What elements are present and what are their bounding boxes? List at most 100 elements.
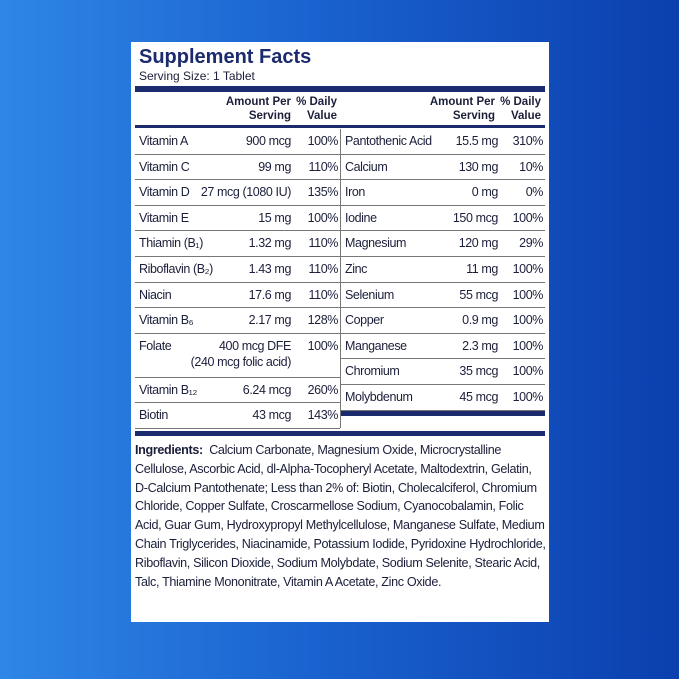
ingredients: Ingredients: Calcium Carbonate, Magnesiu…	[135, 441, 547, 591]
daily-value: 110%	[308, 236, 339, 251]
daily-value: 100%	[307, 338, 339, 353]
nutrient-row: Iodine 150 mcg 100%	[341, 206, 545, 232]
right-column: Pantothenic Acid 15.5 mg 310% Calcium 130 mg…	[341, 129, 545, 411]
title: Supplement Facts	[139, 46, 312, 68]
nutrient-name: Biotin	[139, 408, 168, 423]
nutrient-amount: 0 mg	[471, 185, 499, 200]
daily-value: 100%	[307, 134, 339, 148]
daily-value: 110%	[308, 159, 339, 174]
supplement-facts-panel: Supplement Facts Serving Size: 1 Tablet …	[131, 42, 549, 622]
dv-header: % Daily Value	[500, 96, 541, 122]
nutrient-row: Chromium 35 mcg 100%	[341, 359, 545, 385]
nutrient-name: Vitamin B₁₂	[139, 382, 197, 397]
nutrient-name: Molybdenum	[345, 389, 413, 404]
nutrient-name: Zinc	[345, 261, 368, 276]
daily-value: 0%	[525, 185, 544, 200]
rule	[135, 125, 545, 128]
nutrient-amount: 1.32 mg	[248, 236, 292, 251]
thick-rule	[135, 431, 545, 436]
serving-size: Serving Size: 1 Tablet	[139, 69, 255, 83]
daily-value: 100%	[512, 313, 544, 328]
nutrient-amount: 400 mcg DFE	[218, 338, 291, 353]
nutrient-amount: 99 mg	[258, 159, 291, 174]
nutrient-amount: 15 mg	[258, 210, 291, 225]
left-column: Vitamin A 900 mcg 100% Vitamin C 99 mg 110% Vi…	[135, 129, 340, 429]
amount-header: Amount Per Serving	[225, 96, 291, 122]
nutrient-name: Magnesium	[345, 236, 407, 251]
daily-value: 100%	[512, 389, 544, 404]
nutrient-row: Biotin 43 mcg 143%	[135, 403, 340, 429]
nutrient-amount: 2.3 mg	[462, 338, 498, 353]
nutrient-row: Niacin 17.6 mg 110%	[135, 283, 340, 309]
nutrient-note: (240 mcg folic acid)	[190, 354, 292, 369]
nutrient-amount: 2.17 mg	[248, 313, 292, 328]
daily-value: 100%	[512, 338, 544, 353]
nutrient-amount: 0.9 mg	[462, 313, 498, 328]
nutrient-amount: 17.6 mg	[248, 287, 292, 302]
nutrient-row: Magnesium 120 mg 29%	[341, 231, 545, 257]
nutrient-row: Selenium 55 mcg 100%	[341, 283, 545, 309]
daily-value: 100%	[512, 364, 544, 379]
daily-value: 29%	[519, 236, 543, 251]
daily-value: 10%	[519, 159, 543, 174]
nutrient-row: Calcium 130 mg 10%	[341, 155, 545, 181]
nutrient-amount: 150 mcg	[452, 210, 499, 225]
nutrient-row: Riboflavin (B₂) 1.43 mg 110%	[135, 257, 340, 283]
daily-value: 310%	[512, 134, 544, 148]
nutrient-name: Vitamin B₆	[139, 313, 194, 328]
thick-rule	[341, 411, 545, 416]
nutrient-amount: 35 mcg	[459, 364, 498, 379]
nutrient-row: Vitamin C 99 mg 110%	[135, 155, 340, 181]
dv-header: % Daily Value	[296, 96, 337, 122]
nutrient-name: Riboflavin (B₂)	[139, 261, 213, 276]
ingredients-text: Calcium Carbonate, Magnesium Oxide, Micr…	[135, 443, 546, 589]
ingredients-label: Ingredients:	[135, 443, 203, 457]
thick-rule	[135, 86, 545, 92]
daily-value: 128%	[307, 313, 339, 328]
nutrient-name: Niacin	[139, 287, 172, 302]
nutrient-amount: 55 mcg	[459, 287, 498, 302]
nutrient-amount: 120 mg	[458, 236, 499, 251]
nutrient-amount: 900 mcg	[245, 134, 292, 148]
daily-value: 100%	[512, 287, 544, 302]
nutrient-row: Thiamin (B₁) 1.32 mg 110%	[135, 231, 340, 257]
nutrient-row: Vitamin B₁₂ 6.24 mcg 260%	[135, 378, 340, 404]
daily-value: 100%	[512, 210, 544, 225]
nutrient-amount: 1.43 mg	[248, 261, 292, 276]
amount-header: Amount Per Serving	[429, 96, 495, 122]
nutrient-row: Vitamin E 15 mg 100%	[135, 206, 340, 232]
nutrient-name: Iodine	[345, 210, 377, 225]
nutrient-name: Chromium	[345, 364, 400, 379]
nutrient-row: Vitamin B₆ 2.17 mg 128%	[135, 308, 340, 334]
nutrient-name: Manganese	[345, 338, 407, 353]
nutrient-amount: 11 mg	[466, 261, 498, 276]
nutrient-name: Copper	[345, 313, 384, 328]
nutrient-row: Pantothenic Acid 15.5 mg 310%	[341, 129, 545, 155]
daily-value: 135%	[307, 185, 339, 200]
nutrient-name: Vitamin E	[139, 210, 189, 225]
nutrient-name: Iron	[345, 185, 365, 200]
daily-value: 100%	[307, 210, 339, 225]
nutrient-row: Vitamin D 27 mcg (1080 IU) 135%	[135, 180, 340, 206]
nutrient-name: Pantothenic Acid	[345, 134, 432, 148]
nutrient-amount: 15.5 mg	[455, 134, 499, 148]
daily-value: 110%	[308, 261, 339, 276]
column-divider	[340, 129, 341, 428]
nutrient-row: Zinc 11 mg 100%	[341, 257, 545, 283]
nutrient-amount: 130 mg	[458, 159, 499, 174]
nutrient-amount: 6.24 mcg	[242, 382, 292, 397]
nutrient-row: Folate 400 mcg DFE (240 mcg folic acid) 100…	[135, 334, 340, 378]
nutrient-name: Calcium	[345, 159, 388, 174]
nutrient-row: Copper 0.9 mg 100%	[341, 308, 545, 334]
nutrient-name: Vitamin C	[139, 159, 190, 174]
nutrient-amount: 27 mcg (1080 IU)	[200, 185, 292, 200]
daily-value: 110%	[308, 287, 339, 302]
nutrient-row: Manganese 2.3 mg 100%	[341, 334, 545, 360]
nutrient-row: Iron 0 mg 0%	[341, 180, 545, 206]
nutrient-row: Vitamin A 900 mcg 100%	[135, 129, 340, 155]
daily-value: 260%	[307, 382, 339, 397]
nutrient-amount: 43 mcg	[252, 408, 291, 423]
nutrient-name: Vitamin A	[139, 134, 188, 148]
daily-value: 143%	[307, 408, 339, 423]
